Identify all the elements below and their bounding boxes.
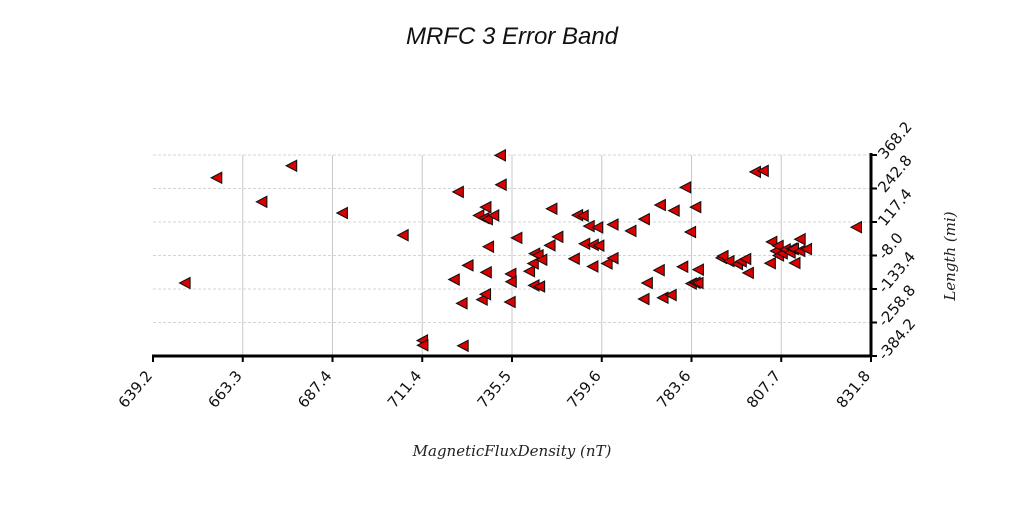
- y-tick-label: 117.4: [874, 185, 915, 229]
- data-point: [481, 240, 495, 254]
- data-point: [683, 225, 697, 239]
- data-point: [676, 260, 689, 274]
- x-tick-label: 807.7: [743, 367, 784, 411]
- data-point: [494, 178, 507, 192]
- data-point: [689, 200, 702, 214]
- data-point: [456, 339, 469, 353]
- chart-title: MRFC 3 Error Band: [406, 23, 619, 50]
- data-point: [447, 273, 460, 286]
- data-point: [503, 295, 516, 309]
- data-point: [535, 253, 548, 267]
- data-point: [739, 252, 752, 266]
- data-point: [763, 256, 776, 270]
- data-point: [624, 224, 637, 238]
- data-point: [652, 263, 665, 277]
- x-tick-labels: 639.2 663.3 687.4 711.4 735.5 759.6 783.6 807.7…: [115, 367, 874, 411]
- data-point: [667, 204, 680, 218]
- data-point: [606, 218, 619, 231]
- x-tick-label: 783.6: [653, 367, 694, 411]
- y-tick-label: 368.2: [874, 118, 915, 162]
- data-point: [396, 228, 409, 242]
- data-point: [576, 209, 589, 223]
- x-tick-label: 711.4: [384, 367, 425, 411]
- data-point: [640, 276, 653, 290]
- data-point: [653, 198, 666, 212]
- data-point: [664, 288, 677, 302]
- data-point: [478, 287, 492, 301]
- data-point: [416, 338, 429, 352]
- data-point: [543, 238, 556, 252]
- data-point: [451, 185, 464, 199]
- data-point: [591, 221, 604, 234]
- data-points: [178, 148, 863, 353]
- data-point: [526, 257, 539, 270]
- data-point: [335, 206, 348, 220]
- data-point: [600, 257, 613, 270]
- data-point: [510, 231, 523, 245]
- data-point: [578, 237, 591, 251]
- x-axis-title: MagneticFluxDensity (nT): [412, 442, 612, 460]
- data-point: [522, 264, 536, 278]
- data-point: [656, 291, 669, 305]
- data-point: [461, 258, 474, 272]
- x-tick-label: 687.4: [294, 367, 335, 411]
- data-point: [532, 280, 546, 293]
- data-point: [799, 242, 813, 256]
- x-tick-label: 639.2: [115, 367, 156, 411]
- x-tick-label: 663.3: [204, 367, 245, 411]
- data-point: [545, 202, 558, 216]
- data-point: [504, 275, 517, 289]
- data-point: [793, 232, 806, 246]
- data-point: [479, 265, 492, 279]
- axes: [152, 153, 877, 362]
- data-point: [255, 195, 268, 209]
- data-point: [756, 164, 769, 178]
- gridlines: [153, 154, 871, 356]
- data-point: [716, 249, 729, 263]
- data-point: [586, 260, 599, 273]
- data-point: [178, 276, 191, 290]
- data-point: [487, 209, 500, 222]
- x-tick-label: 759.6: [563, 367, 604, 411]
- y-tick-label: 242.8: [874, 152, 915, 196]
- data-point: [592, 239, 605, 253]
- data-point: [606, 251, 619, 265]
- data-point: [788, 256, 801, 270]
- data-point: [493, 148, 506, 162]
- data-point: [679, 180, 692, 194]
- data-point: [637, 212, 650, 226]
- y-axis-title: Length (mi): [941, 211, 959, 301]
- data-point: [691, 263, 704, 277]
- data-point: [284, 159, 298, 173]
- data-point: [637, 292, 650, 306]
- data-point: [849, 220, 863, 234]
- data-point: [741, 266, 754, 280]
- data-point: [455, 296, 468, 310]
- x-tick-label: 831.8: [833, 367, 874, 411]
- data-point: [691, 276, 704, 290]
- data-point: [551, 230, 564, 244]
- x-tick-label: 735.5: [474, 367, 515, 411]
- data-point: [210, 171, 223, 185]
- data-point: [567, 252, 580, 266]
- data-point: [504, 267, 517, 281]
- data-point: [479, 200, 492, 214]
